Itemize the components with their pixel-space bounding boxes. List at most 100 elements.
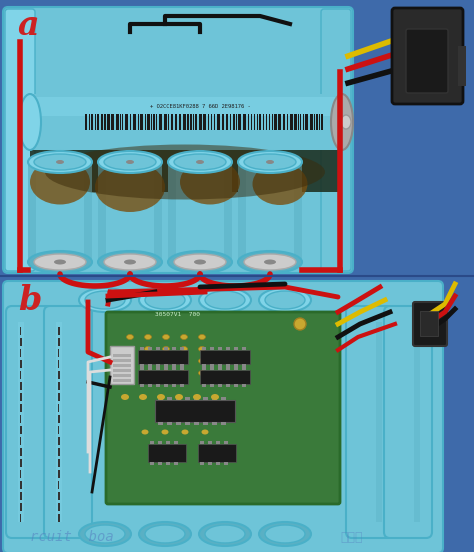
Bar xyxy=(20,349,21,357)
Bar xyxy=(254,114,255,130)
Bar xyxy=(226,114,228,130)
Ellipse shape xyxy=(79,522,131,546)
Ellipse shape xyxy=(259,288,311,312)
Bar xyxy=(172,367,176,370)
Ellipse shape xyxy=(331,94,353,150)
Bar xyxy=(238,162,246,262)
Bar xyxy=(28,162,92,262)
Ellipse shape xyxy=(168,251,232,273)
Bar xyxy=(278,114,281,130)
Bar xyxy=(140,347,144,350)
Bar xyxy=(95,114,96,130)
Ellipse shape xyxy=(265,525,305,543)
Ellipse shape xyxy=(126,160,134,164)
Bar xyxy=(130,114,131,130)
FancyBboxPatch shape xyxy=(44,306,92,538)
Bar xyxy=(150,462,154,465)
Bar xyxy=(58,492,60,500)
Bar xyxy=(185,422,190,425)
Bar xyxy=(20,393,22,401)
Bar xyxy=(111,114,114,130)
Ellipse shape xyxy=(121,394,129,400)
Ellipse shape xyxy=(95,162,165,212)
Ellipse shape xyxy=(199,288,251,312)
Bar xyxy=(238,162,302,262)
Ellipse shape xyxy=(199,335,206,339)
Bar xyxy=(226,347,230,350)
Bar xyxy=(202,347,206,350)
Ellipse shape xyxy=(199,358,206,364)
Bar xyxy=(113,359,131,362)
Ellipse shape xyxy=(145,291,185,309)
Bar xyxy=(199,114,202,130)
Bar xyxy=(133,114,136,130)
Bar xyxy=(58,393,60,401)
Bar xyxy=(56,322,62,522)
Bar xyxy=(97,114,99,130)
Bar xyxy=(168,162,232,262)
Bar xyxy=(158,462,162,465)
Bar xyxy=(156,384,160,387)
Ellipse shape xyxy=(199,522,251,546)
Bar xyxy=(224,441,228,444)
Bar xyxy=(194,397,199,400)
Bar xyxy=(164,364,168,367)
Bar xyxy=(20,492,22,500)
Bar xyxy=(234,367,238,370)
Bar xyxy=(208,441,212,444)
Bar xyxy=(156,114,157,130)
Ellipse shape xyxy=(244,254,296,270)
Bar xyxy=(20,382,22,390)
Bar xyxy=(203,397,208,400)
Bar xyxy=(218,347,222,350)
Bar xyxy=(18,322,24,522)
FancyBboxPatch shape xyxy=(384,306,432,538)
Ellipse shape xyxy=(199,347,206,352)
Ellipse shape xyxy=(174,154,226,170)
Bar xyxy=(153,114,155,130)
Ellipse shape xyxy=(201,429,209,434)
Bar xyxy=(216,441,220,444)
Ellipse shape xyxy=(127,347,134,352)
Bar xyxy=(251,114,252,130)
Bar xyxy=(202,384,206,387)
Bar xyxy=(208,462,212,465)
Bar xyxy=(113,379,131,382)
Bar xyxy=(183,114,186,130)
Bar xyxy=(226,367,230,370)
Bar xyxy=(0,0,474,276)
Bar xyxy=(208,114,209,130)
Bar xyxy=(171,114,173,130)
Ellipse shape xyxy=(199,370,206,375)
Bar xyxy=(58,503,60,511)
Ellipse shape xyxy=(28,151,92,173)
Bar xyxy=(203,422,208,425)
Bar xyxy=(269,114,270,130)
Text: rcuit  boa: rcuit boa xyxy=(30,530,114,544)
Bar xyxy=(148,384,152,387)
Ellipse shape xyxy=(211,394,219,400)
Bar xyxy=(113,374,131,377)
Bar xyxy=(233,114,235,130)
Text: 30507V1  700: 30507V1 700 xyxy=(155,311,200,316)
Bar xyxy=(0,276,474,552)
Bar xyxy=(167,397,172,400)
Ellipse shape xyxy=(265,291,305,309)
Bar xyxy=(58,371,60,379)
Ellipse shape xyxy=(54,259,66,264)
Ellipse shape xyxy=(79,288,131,312)
Text: a: a xyxy=(18,9,40,42)
Bar xyxy=(263,114,264,130)
Bar xyxy=(20,338,22,346)
Ellipse shape xyxy=(181,370,188,375)
Bar xyxy=(214,114,215,130)
Ellipse shape xyxy=(259,522,311,546)
Ellipse shape xyxy=(244,154,296,170)
Ellipse shape xyxy=(98,151,162,173)
Bar xyxy=(242,364,246,367)
Bar xyxy=(140,384,144,387)
Bar xyxy=(58,459,60,467)
Bar xyxy=(30,97,342,116)
Bar xyxy=(166,462,170,465)
Bar xyxy=(257,114,258,130)
